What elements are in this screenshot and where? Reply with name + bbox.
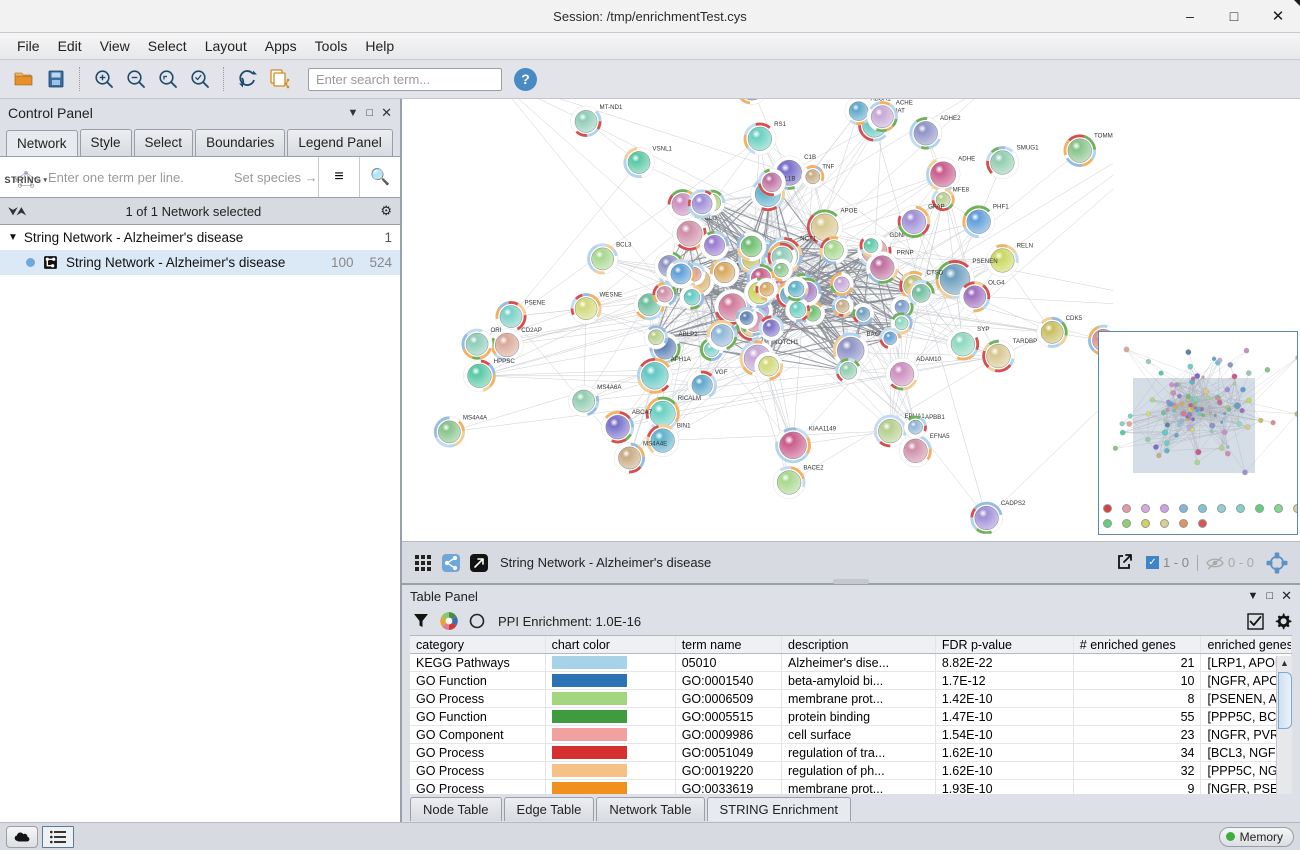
svg-text:EFNA5: EFNA5 [930,433,950,440]
svg-text:VGF: VGF [715,369,728,376]
svg-text:PSENEN: PSENEN [972,258,997,265]
svg-text:ABLP2: ABLP2 [679,331,699,338]
svg-text:TOMM40: TOMM40 [1094,133,1113,140]
svg-text:CTSD: CTSD [927,269,944,276]
svg-text:MS4A4A: MS4A4A [463,415,488,422]
svg-text:BACE2: BACE2 [803,464,824,471]
svg-text:ADAM10: ADAM10 [916,356,941,363]
svg-text:MS4A4E: MS4A4E [643,441,667,448]
svg-text:CADPS2: CADPS2 [1001,500,1026,507]
svg-text:TARDBP: TARDBP [1013,338,1038,345]
svg-text:NOTCH1: NOTCH1 [773,339,799,346]
svg-text:MT-ND1: MT-ND1 [600,104,623,111]
svg-text:APOE: APOE [840,208,857,215]
svg-text:WESNE: WESNE [600,291,623,298]
svg-text:PHF1: PHF1 [993,204,1009,211]
svg-text:BIN1: BIN1 [677,423,691,430]
svg-text:ACHE: ACHE [896,99,913,106]
svg-text:SYP: SYP [977,326,989,333]
svg-text:PSENE: PSENE [524,299,545,306]
svg-text:NCT1: NCT1 [800,235,817,242]
svg-text:MS4A6A: MS4A6A [597,384,622,391]
svg-text:ORI: ORI [490,327,501,334]
svg-text:ADHE: ADHE [958,156,975,163]
svg-text:RICALM: RICALM [678,395,701,402]
svg-text:MFE8: MFE8 [953,186,970,193]
svg-text:CD2AP: CD2AP [521,327,542,334]
svg-text:BCL3: BCL3 [616,242,632,249]
svg-text:RELN: RELN [1017,242,1033,249]
svg-text:HPPSC: HPPSC [494,358,516,365]
svg-text:APBB1: APBB1 [925,414,945,421]
svg-text:ADHE2: ADHE2 [940,115,961,122]
svg-text:PRNP: PRNP [897,250,914,257]
svg-text:APH1A: APH1A [671,356,692,363]
svg-text:C1B: C1B [804,154,816,161]
svg-text:SMUG1: SMUG1 [1017,144,1039,151]
svg-text:CDK5: CDK5 [1066,315,1083,322]
svg-text:GFAP: GFAP [928,204,944,211]
svg-text:ABCA7: ABCA7 [632,409,653,416]
svg-text:VSNL1: VSNL1 [652,145,672,152]
svg-text:TNF: TNF [822,163,834,170]
svg-text:KIAA1149: KIAA1149 [809,426,837,433]
svg-text:OLG4: OLG4 [988,280,1005,287]
svg-text:RS1: RS1 [774,121,787,128]
